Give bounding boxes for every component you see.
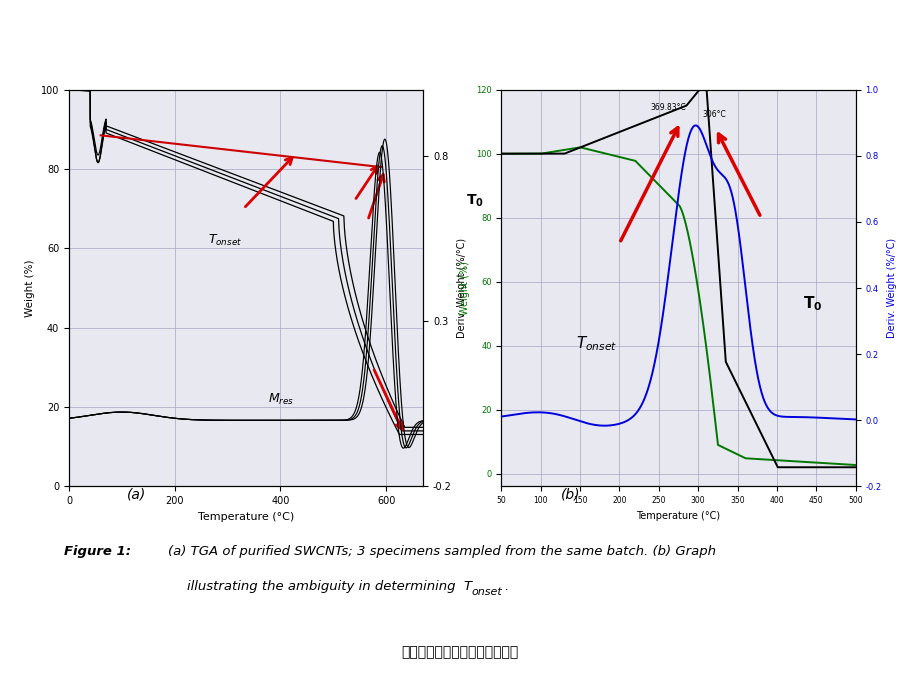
Text: $T_{onset}$: $T_{onset}$ [576, 334, 617, 353]
Y-axis label: Deriv. Weight (%/°C): Deriv. Weight (%/°C) [886, 238, 896, 338]
Text: $\mathbf{T_0}$: $\mathbf{T_0}$ [465, 193, 483, 209]
Text: .: . [504, 580, 508, 593]
Y-axis label: Deriv. Weight (%/°C): Deriv. Weight (%/°C) [457, 238, 467, 338]
Text: (a) TGA of purified SWCNTs; 3 specimens sampled from the same batch. (b) Graph: (a) TGA of purified SWCNTs; 3 specimens … [168, 546, 716, 558]
Text: $\mathbf{T_0}$: $\mathbf{T_0}$ [802, 295, 822, 313]
Text: $T_{onset}$: $T_{onset}$ [208, 233, 242, 248]
Text: T: T [463, 580, 471, 593]
Y-axis label: Weight (%): Weight (%) [460, 261, 470, 315]
Text: 369.83°C: 369.83°C [650, 103, 685, 112]
X-axis label: Temperature (°C): Temperature (°C) [198, 512, 294, 522]
Text: illustrating the ambiguity in determining: illustrating the ambiguity in determinin… [187, 580, 460, 593]
Text: onset: onset [471, 587, 502, 598]
Text: (a): (a) [127, 487, 145, 501]
X-axis label: Temperature (°C): Temperature (°C) [636, 511, 720, 521]
Text: 高分子材料表征热重分析仪课件: 高分子材料表征热重分析仪课件 [401, 645, 518, 659]
Text: 306°C: 306°C [701, 110, 725, 119]
Text: Figure 1:: Figure 1: [64, 546, 131, 558]
Text: (b): (b) [560, 487, 580, 501]
Y-axis label: Weight (%): Weight (%) [26, 259, 35, 317]
Text: $M_{res}$: $M_{res}$ [268, 392, 294, 406]
